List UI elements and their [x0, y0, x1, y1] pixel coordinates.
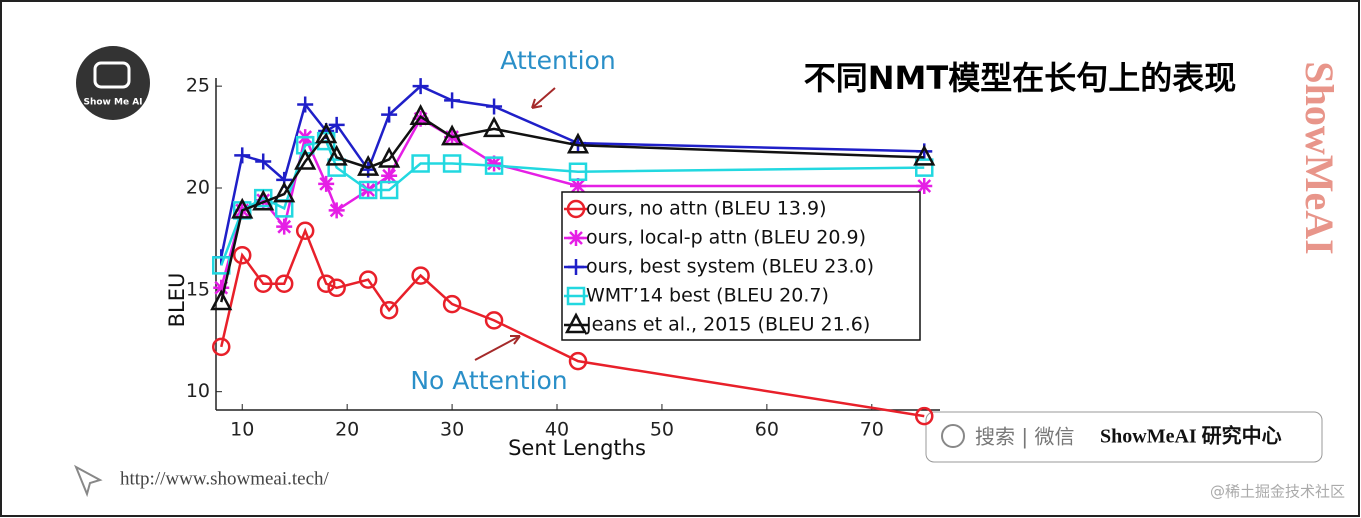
x-tick-label: 10: [230, 419, 254, 441]
marker: [568, 162, 588, 181]
marker: [916, 177, 933, 194]
marker: [297, 96, 314, 113]
brand: ShowMeAI 研究中心: [1100, 424, 1282, 448]
legend-marker: [566, 199, 586, 219]
marker: [484, 311, 504, 330]
y-tick-label: 15: [186, 278, 210, 300]
legend-label: ours, no attn (BLEU 13.9): [586, 198, 827, 220]
y-axis-label: BLEU: [165, 273, 189, 328]
marker: [327, 158, 346, 177]
marker: [328, 116, 345, 133]
marker: [409, 104, 432, 125]
annotation: No Attention: [410, 366, 567, 395]
marker: [295, 221, 315, 240]
marker: [379, 301, 399, 320]
marker: [315, 122, 338, 144]
logo: [76, 46, 150, 120]
search-label: 搜索 | 微信: [975, 425, 1074, 449]
search-icon: [941, 424, 965, 448]
marker: [568, 351, 588, 371]
marker: [566, 132, 590, 154]
x-tick-label: 30: [440, 419, 464, 441]
marker: [253, 274, 273, 293]
marker: [211, 337, 231, 357]
x-tick-label: 20: [335, 419, 359, 441]
marker: [441, 124, 464, 146]
slide-title: 不同NMT模型在长句上的表现: [804, 59, 1236, 97]
marker: [255, 192, 272, 209]
y-tick-label: 10: [186, 380, 210, 402]
marker: [327, 278, 346, 297]
legend-label: WMT’14 best (BLEU 20.7): [586, 285, 829, 307]
marker: [318, 175, 335, 192]
marker: [211, 256, 231, 275]
x-tick-label: 50: [650, 419, 674, 441]
arrow: [531, 87, 556, 109]
marker: [915, 158, 934, 177]
y-tick-label: 20: [186, 176, 210, 198]
marker: [294, 148, 317, 170]
arrow: [474, 335, 521, 361]
marker: [231, 197, 254, 219]
legend-marker: [566, 286, 586, 306]
marker: [358, 180, 378, 200]
side-brand: ShowMeAI: [1297, 61, 1342, 254]
x-axis-label: Sent Lengths: [508, 436, 646, 460]
marker: [252, 189, 275, 211]
marker: [274, 274, 294, 293]
marker: [210, 289, 233, 311]
search-box: [925, 411, 1323, 463]
legend-label: Jeans et al., 2015 (BLEU 21.6): [585, 314, 870, 336]
marker: [486, 98, 503, 115]
legend-marker: [568, 230, 584, 246]
x-tick-label: 60: [755, 419, 779, 441]
url: http://www.showmeai.tech/: [120, 468, 330, 489]
marker: [412, 78, 429, 95]
marker: [444, 92, 461, 109]
marker: [442, 154, 462, 173]
marker: [357, 154, 380, 176]
legend: [561, 191, 921, 341]
marker: [379, 180, 399, 200]
marker: [328, 202, 345, 219]
marker: [255, 153, 272, 170]
marker: [378, 146, 401, 168]
logo-text: Show Me AI: [83, 98, 142, 108]
marker: [213, 279, 230, 296]
marker: [484, 156, 504, 175]
legend-marker: [568, 259, 584, 275]
marker: [276, 218, 293, 235]
marker: [234, 147, 251, 164]
legend-label: ours, local-p attn (BLEU 20.9): [586, 227, 866, 249]
marker: [411, 154, 430, 173]
marker: [411, 266, 430, 285]
marker: [316, 274, 336, 293]
x-tick-label: 40: [545, 419, 569, 441]
annotation: Attention: [500, 46, 615, 75]
x-tick-label: 70: [860, 419, 884, 441]
marker: [381, 167, 398, 184]
marker: [381, 106, 398, 123]
legend-marker: [564, 312, 588, 334]
marker: [913, 144, 936, 166]
marker: [486, 155, 503, 172]
watermark: @稀土掘金技术社区: [1210, 483, 1345, 501]
marker: [482, 116, 506, 138]
logo-icon: [93, 61, 131, 89]
marker: [232, 246, 252, 265]
legend-label: ours, best system (BLEU 23.0): [586, 256, 874, 278]
marker: [442, 294, 462, 314]
marker: [915, 406, 934, 426]
marker: [358, 270, 378, 289]
y-tick-label: 25: [186, 75, 210, 97]
cursor-icon: [74, 464, 103, 498]
marker: [325, 144, 348, 166]
marker: [570, 177, 586, 194]
marker: [273, 181, 296, 203]
